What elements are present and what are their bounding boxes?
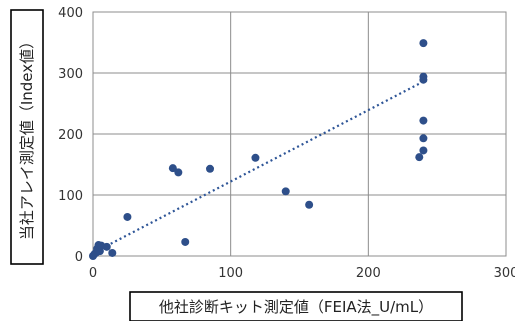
y-tick-label: 100 xyxy=(58,189,83,204)
plot-frame xyxy=(92,11,507,257)
data-point xyxy=(419,75,428,84)
data-point xyxy=(168,164,177,173)
x-axis-title: 他社診断キット測定値（FEIA法_U/mL） xyxy=(159,298,433,317)
data-point xyxy=(123,212,132,221)
data-point xyxy=(415,153,424,162)
data-point xyxy=(102,242,111,251)
data-point xyxy=(419,134,428,143)
data-point xyxy=(181,237,190,246)
y-tick-label: 400 xyxy=(58,6,83,21)
grid-lines xyxy=(92,11,507,257)
x-tick-label: 0 xyxy=(89,266,97,281)
x-tick-label: 100 xyxy=(218,266,243,281)
x-tick-labels: 0 100 200 300 xyxy=(89,266,515,281)
data-point xyxy=(419,116,428,125)
trend-line xyxy=(92,80,424,254)
y-tick-label: 0 xyxy=(75,250,83,265)
y-axis-title-box: 当社アレイ測定値（Index値） xyxy=(10,9,44,265)
x-tick-label: 300 xyxy=(494,266,515,281)
data-point xyxy=(251,153,260,162)
y-tick-label: 300 xyxy=(58,67,83,82)
data-point xyxy=(206,164,215,173)
y-tick-labels: 0 100 200 300 400 xyxy=(58,6,83,265)
data-points xyxy=(89,39,428,260)
data-point xyxy=(174,168,183,177)
x-axis-title-box: 他社診断キット測定値（FEIA法_U/mL） xyxy=(129,291,463,321)
data-point xyxy=(305,200,314,209)
x-tick-label: 200 xyxy=(356,266,381,281)
data-point xyxy=(419,146,428,155)
data-point xyxy=(108,248,117,257)
y-axis-title: 当社アレイ測定値（Index値） xyxy=(18,34,36,240)
data-point xyxy=(281,187,290,196)
y-tick-label: 200 xyxy=(58,128,83,143)
data-point xyxy=(419,39,428,48)
